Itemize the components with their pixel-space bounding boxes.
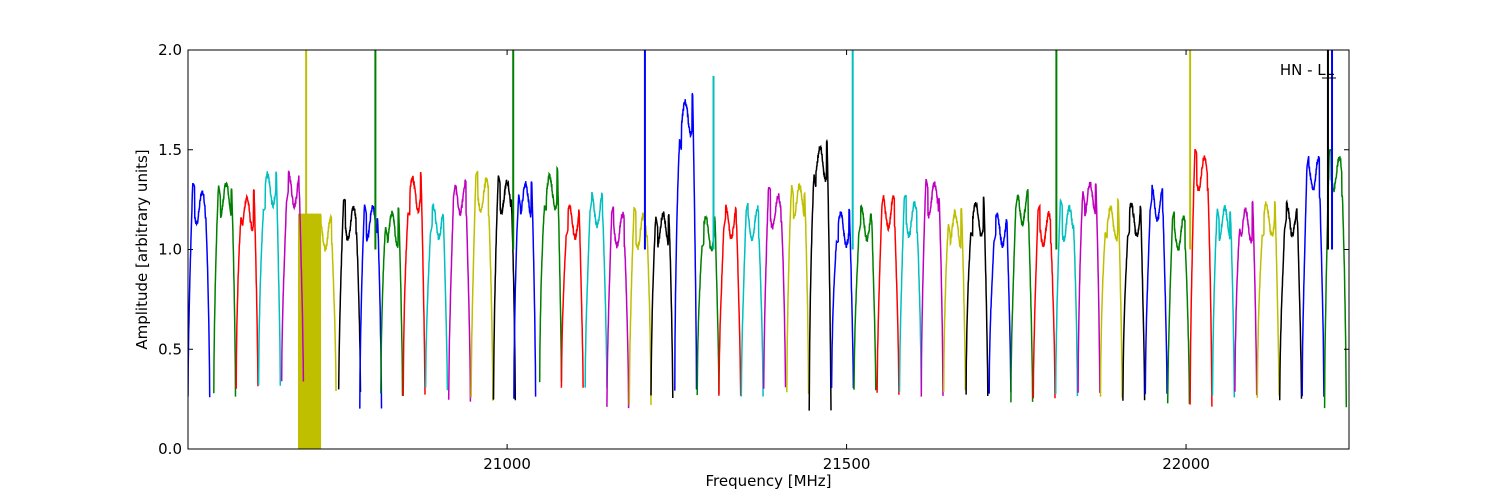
band-7: [337, 198, 362, 393]
band-37: [1010, 189, 1034, 403]
y-axis-label: Amplitude [arbitrary units]: [133, 149, 151, 349]
x-tick-label: 21000: [483, 455, 531, 473]
x-axis-label: Frequency [MHz]: [705, 472, 831, 490]
band-30: [853, 204, 877, 391]
band-13: [470, 170, 494, 401]
band-28: [808, 138, 832, 411]
band-33: [920, 178, 944, 397]
annotation-label: HN - LL: [1280, 61, 1335, 79]
band-31: [876, 195, 900, 395]
band-24: [718, 204, 742, 396]
y-tick-label: 1.0: [158, 241, 182, 259]
band-23: [696, 214, 720, 396]
band-6: [313, 213, 337, 392]
band-50: [1301, 156, 1325, 397]
y-tick-label: 1.5: [158, 141, 182, 159]
band-20: [628, 206, 652, 406]
band-26: [762, 186, 787, 389]
x-tick-label: 22000: [1162, 455, 1210, 473]
y-tick-label: 2.0: [158, 41, 182, 59]
band-15: [513, 181, 537, 399]
band-17: [560, 204, 584, 388]
band-2: [213, 181, 237, 397]
band-27: [786, 182, 810, 394]
band-19: [606, 206, 630, 409]
band-40: [1077, 181, 1101, 393]
band-22: [674, 92, 698, 391]
band-9: [380, 207, 404, 396]
band-36: [988, 212, 1012, 394]
band-8: [359, 204, 383, 409]
band-3: [235, 188, 259, 389]
band-32: [898, 194, 923, 392]
band-1: [188, 182, 211, 398]
band-34: [942, 207, 967, 392]
band-41: [1099, 197, 1123, 398]
band-39: [1054, 197, 1079, 397]
band-43: [1144, 184, 1168, 395]
band-35: [965, 196, 989, 397]
band-48: [1256, 201, 1280, 398]
band-16: [538, 165, 563, 383]
band-38: [1032, 203, 1056, 399]
y-tick-label: 0.5: [158, 340, 182, 358]
band-14: [492, 175, 517, 401]
band-4: [257, 171, 282, 386]
band-11: [424, 203, 449, 391]
band-25: [740, 202, 764, 397]
band-44: [1166, 211, 1191, 404]
axis-ticks: 21000 21500 22000 0.0 0.5 1.0 1.5 2.0: [158, 41, 1349, 473]
plot-area: [188, 50, 1348, 449]
x-tick-label: 21500: [823, 455, 871, 473]
band-12: [447, 178, 472, 402]
band-49: [1278, 199, 1303, 401]
y-tick-label: 0.0: [158, 440, 182, 458]
band-47: [1234, 200, 1258, 396]
band-29: [830, 208, 855, 389]
fill-region: [297, 213, 322, 449]
band-5: [280, 170, 305, 382]
band-21: [650, 211, 674, 399]
band-18: [584, 191, 608, 389]
band-42: [1122, 202, 1146, 401]
band-45: [1189, 149, 1213, 407]
band-46: [1211, 205, 1236, 398]
band-10: [402, 171, 426, 397]
